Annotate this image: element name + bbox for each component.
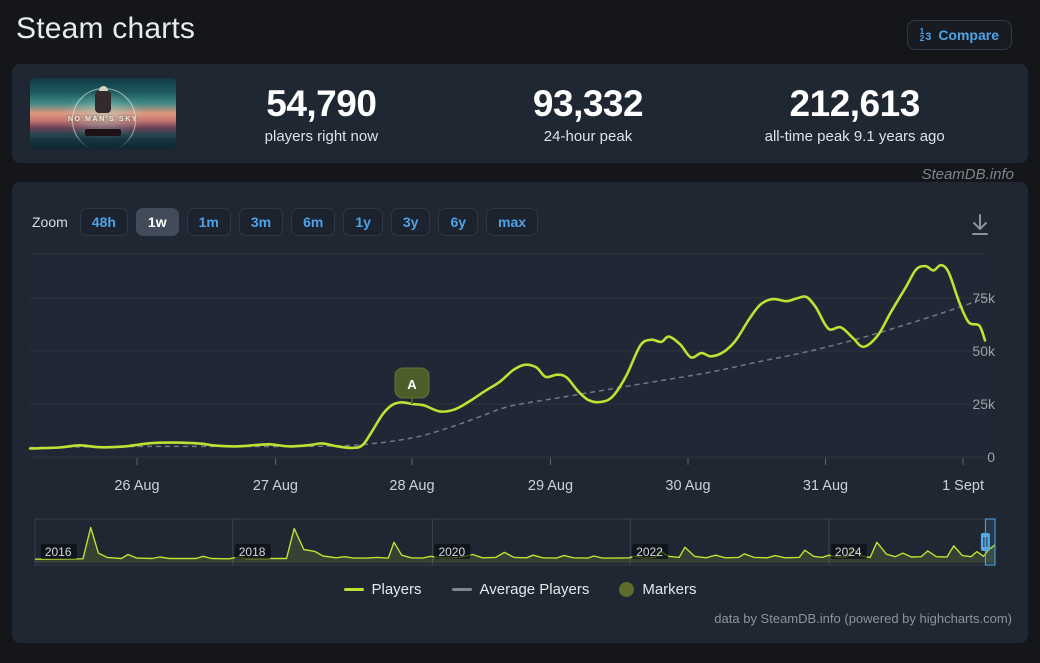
zoom-label: Zoom	[32, 214, 68, 230]
navigator-year-label-2016: 2016	[45, 545, 72, 559]
navigator-year-label-2018: 2018	[239, 545, 266, 559]
x-axis-label-31-Aug: 31 Aug	[803, 478, 848, 494]
stat-value: 93,332	[532, 82, 644, 124]
zoom-range-3m[interactable]: 3m	[238, 208, 284, 236]
compare-button[interactable]: 1 2 3 Compare	[906, 20, 1012, 50]
stat-current-players: 54,790 players right now	[188, 83, 455, 145]
navigator-year-label-2024: 2024	[835, 545, 862, 559]
zoom-range-1w[interactable]: 1w	[135, 208, 179, 236]
y-axis-label-50k: 50k	[972, 343, 996, 359]
legend-item-average-players[interactable]: Average Players	[451, 581, 590, 598]
legend-swatch-line-icon	[343, 588, 364, 591]
page-title: Steam charts	[16, 12, 196, 45]
game-banner[interactable]: NO MAN'S SKY	[30, 78, 176, 149]
stat-label: all-time peak 9.1 years ago	[764, 127, 945, 145]
download-icon[interactable]	[968, 212, 992, 238]
zoom-range-6m[interactable]: 6m	[291, 208, 336, 236]
chart-credit: data by SteamDB.info (powered by highcha…	[714, 611, 1012, 626]
navigator-year-chip	[234, 544, 271, 559]
legend-swatch-line-icon	[451, 588, 472, 591]
zoom-toolbar: Zoom 48h 1w 1m 3m 6m 1y 3y 6y max	[32, 208, 539, 236]
zoom-range-6y[interactable]: 6y	[438, 208, 479, 236]
compare-label: Compare	[938, 27, 999, 43]
navigator-year-chip	[632, 544, 669, 559]
players-line[interactable]	[28, 263, 987, 450]
legend-label: Markers	[642, 581, 697, 598]
navigator-year-label-2020: 2020	[438, 545, 465, 559]
banner-astronaut-art	[98, 86, 108, 95]
x-axis-label-28-Aug: 28 Aug	[389, 478, 434, 494]
legend-item-markers[interactable]: Markers	[619, 581, 697, 598]
x-axis-label-30-Aug: 30 Aug	[665, 478, 710, 494]
chart-legend: Players Average Players Markers	[12, 581, 1028, 598]
marker-label: A	[407, 377, 417, 392]
zoom-range-48h[interactable]: 48h	[79, 208, 128, 236]
x-axis-label-27-Aug: 27 Aug	[253, 478, 298, 494]
navigator-handle[interactable]	[980, 533, 990, 551]
legend-item-players[interactable]: Players	[343, 581, 422, 598]
navigator[interactable]: 2016 2018 2020 2022 2024	[34, 518, 996, 566]
legend-label: Players	[371, 581, 422, 598]
game-banner-title: NO MAN'S SKY	[67, 116, 139, 123]
banner-water-art	[30, 137, 176, 149]
zoom-range-max[interactable]: max	[486, 208, 539, 236]
banner-boat-art	[85, 129, 121, 136]
banner-astronaut-body-art	[95, 91, 111, 113]
chart-panel: 0 25k 50k 75k 26 Aug 27 Aug 28 Aug 29 Aug 30 Aug…	[12, 182, 1028, 643]
marker-a[interactable]: A	[394, 367, 430, 404]
legend-label: Average Players	[479, 581, 590, 598]
x-axis-label-26-Aug: 26 Aug	[114, 478, 159, 494]
plot-area	[30, 254, 985, 457]
y-axis-label-0: 0	[987, 449, 995, 465]
zoom-range-1m[interactable]: 1m	[186, 208, 231, 236]
stat-24h-peak: 93,332 24-hour peak	[455, 83, 722, 145]
stat-value: 54,790	[266, 82, 377, 124]
y-axis-label-25k: 25k	[972, 396, 996, 412]
navigator-year-label-2022: 2022	[636, 545, 663, 559]
navigator-year-chip	[830, 544, 867, 559]
stats-zone: 54,790 players right now 93,332 24-hour …	[188, 83, 1028, 145]
stat-value: 212,613	[789, 82, 921, 124]
steamdb-watermark: SteamDB.info	[921, 166, 1014, 183]
zoom-range-1y[interactable]: 1y	[343, 208, 383, 236]
stat-label: 24-hour peak	[543, 127, 633, 145]
stat-label: players right now	[264, 127, 379, 145]
stats-panel: NO MAN'S SKY 54,790 players right now 93…	[12, 64, 1028, 163]
x-axis-label-1-Sept: 1 Sept	[942, 478, 984, 494]
x-axis-label-29-Aug: 29 Aug	[528, 478, 573, 494]
zoom-range-3y[interactable]: 3y	[390, 208, 431, 236]
navigator-year-chip	[434, 544, 471, 559]
legend-swatch-circle-icon	[619, 582, 635, 597]
compare-123-icon: 1 2 3	[919, 27, 932, 43]
stat-alltime-peak: 212,613 all-time peak 9.1 years ago	[721, 83, 988, 145]
navigator-series-fill	[35, 527, 995, 563]
navigator-year-chip	[40, 544, 77, 559]
